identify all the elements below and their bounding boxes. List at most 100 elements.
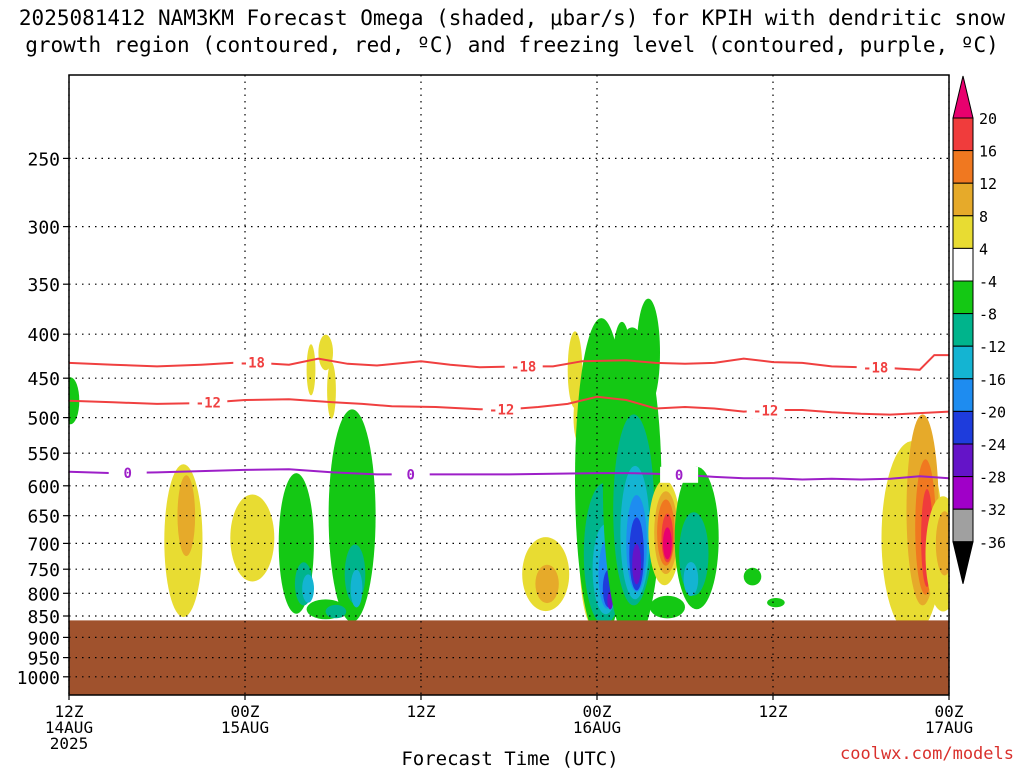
x-tick-label: 16AUG xyxy=(573,718,621,737)
omega-region xyxy=(535,564,559,604)
omega-region xyxy=(935,511,949,576)
colorbar-swatch xyxy=(952,410,974,445)
colorbar-swatch xyxy=(952,476,974,510)
x-tick-label: 00Z xyxy=(231,702,260,721)
colorbar-swatch xyxy=(952,313,974,347)
contour-label-bg xyxy=(660,466,699,483)
x-tick-label: 17AUG xyxy=(925,718,973,737)
y-tick-label: 800 xyxy=(27,584,60,605)
omega-region xyxy=(567,331,583,409)
colorbar-swatch xyxy=(952,182,974,217)
omega-region xyxy=(302,574,314,603)
y-tick-label: 650 xyxy=(27,507,60,528)
colorbar-tick-label: -4 xyxy=(979,273,997,291)
terrain-fill xyxy=(69,620,949,695)
temperature-contours: -18 -18 -18 -12 -12 -12 0 0 0 xyxy=(69,354,949,484)
y-tick-label: 600 xyxy=(27,477,60,498)
contour-label-bg xyxy=(746,402,785,419)
contour-label: -12 xyxy=(196,396,221,412)
chart-title-line1: 2025081412 NAM3KM Forecast Omega (shaded… xyxy=(18,6,1006,30)
colorbar-swatch xyxy=(952,443,974,478)
colorbar-swatch xyxy=(952,150,974,184)
contour-label-bg xyxy=(504,358,543,375)
x-tick-label: 00Z xyxy=(583,702,612,721)
contour-label: 0 xyxy=(675,468,683,484)
x-tick-label: 12Z xyxy=(407,702,436,721)
omega-region xyxy=(325,604,347,619)
omega-region xyxy=(649,595,686,619)
contour-label: -18 xyxy=(240,356,265,372)
y-tick-label: 700 xyxy=(27,534,60,555)
colorbar-tick-label: -12 xyxy=(979,338,1006,356)
contour-label: -12 xyxy=(753,403,778,419)
y-tick-label: 900 xyxy=(27,628,60,649)
y-tick-label: 400 xyxy=(27,325,60,346)
colorbar-tick-label: -24 xyxy=(979,436,1006,454)
contour-label: 0 xyxy=(123,466,131,482)
y-tick-label: 850 xyxy=(27,607,60,628)
x-tick-label: 15AUG xyxy=(221,718,269,737)
y-tick-label: 500 xyxy=(27,409,60,430)
omega-region xyxy=(743,567,762,586)
colorbar-tick-label: -16 xyxy=(979,371,1006,389)
colorbar-tick-label: -28 xyxy=(979,469,1006,487)
contour-label: -12 xyxy=(489,402,514,418)
contour-label-bg xyxy=(391,466,430,483)
contour-label-bg xyxy=(856,359,895,376)
y-tick-label: 350 xyxy=(27,275,60,296)
colorbar-tick-label: -20 xyxy=(979,403,1006,421)
omega-region xyxy=(230,494,275,582)
colorbar-top-arrow xyxy=(952,75,974,119)
y-axis: 2503003504004505005506006507007508008509… xyxy=(17,149,69,689)
y-tick-label: 750 xyxy=(27,560,60,581)
omega-shading xyxy=(69,298,949,695)
colorbar-swatch xyxy=(952,117,974,152)
y-tick-label: 1000 xyxy=(17,668,60,689)
x-tick-label: 2025 xyxy=(50,734,89,753)
credit-link[interactable]: coolwx.com/models xyxy=(840,744,1014,764)
colorbar-tick-label: -36 xyxy=(979,534,1006,552)
contour-label: 0 xyxy=(406,467,414,483)
colorbar-tick-label: 16 xyxy=(979,143,997,161)
contour-label-bg xyxy=(189,394,228,411)
contour-label-bg xyxy=(482,401,521,418)
omega-region xyxy=(632,544,641,585)
chart-title-line2: growth region (contoured, red, ºC) and f… xyxy=(25,33,999,57)
colorbar-swatch xyxy=(952,508,974,543)
contour-line xyxy=(69,468,949,481)
y-tick-label: 300 xyxy=(27,218,60,239)
y-tick-label: 250 xyxy=(27,149,60,170)
contour-label: -18 xyxy=(511,359,536,375)
grid-lines xyxy=(68,75,950,695)
colorbar: 20 16 12 8 4 -4 -8 -12 -16 -20 -24 -28 -32 -36 xyxy=(952,75,1006,584)
colorbar-swatch xyxy=(952,247,974,282)
colorbar-tick-label: -8 xyxy=(979,306,997,324)
y-tick-label: 450 xyxy=(27,369,60,390)
colorbar-tick-label: 12 xyxy=(979,175,997,193)
colorbar-bottom-arrow xyxy=(952,541,974,584)
omega-region xyxy=(327,362,336,419)
colorbar-swatch xyxy=(952,280,974,315)
omega-region xyxy=(767,598,785,608)
y-tick-label: 950 xyxy=(27,649,60,670)
x-tick-label: 14AUG xyxy=(45,718,93,737)
x-tick-label: 12Z xyxy=(759,702,788,721)
contour-label: -18 xyxy=(863,361,888,377)
contour-line xyxy=(69,395,949,416)
colorbar-swatch xyxy=(952,345,974,380)
plot-border xyxy=(68,74,950,696)
colorbar-tick-label: 8 xyxy=(979,208,988,226)
plot-frame xyxy=(68,74,950,696)
y-tick-label: 550 xyxy=(27,444,60,465)
omega-region xyxy=(636,298,660,407)
x-tick-label: 12Z xyxy=(55,702,84,721)
colorbar-tick-label: 20 xyxy=(979,110,997,128)
contour-label-bg xyxy=(108,464,147,481)
colorbar-tick-label: 4 xyxy=(979,240,988,258)
colorbar-swatch xyxy=(952,378,974,412)
colorbar-swatch xyxy=(952,215,974,249)
x-tick-label: 00Z xyxy=(935,702,964,721)
x-axis-label: Forecast Time (UTC) xyxy=(401,748,618,768)
